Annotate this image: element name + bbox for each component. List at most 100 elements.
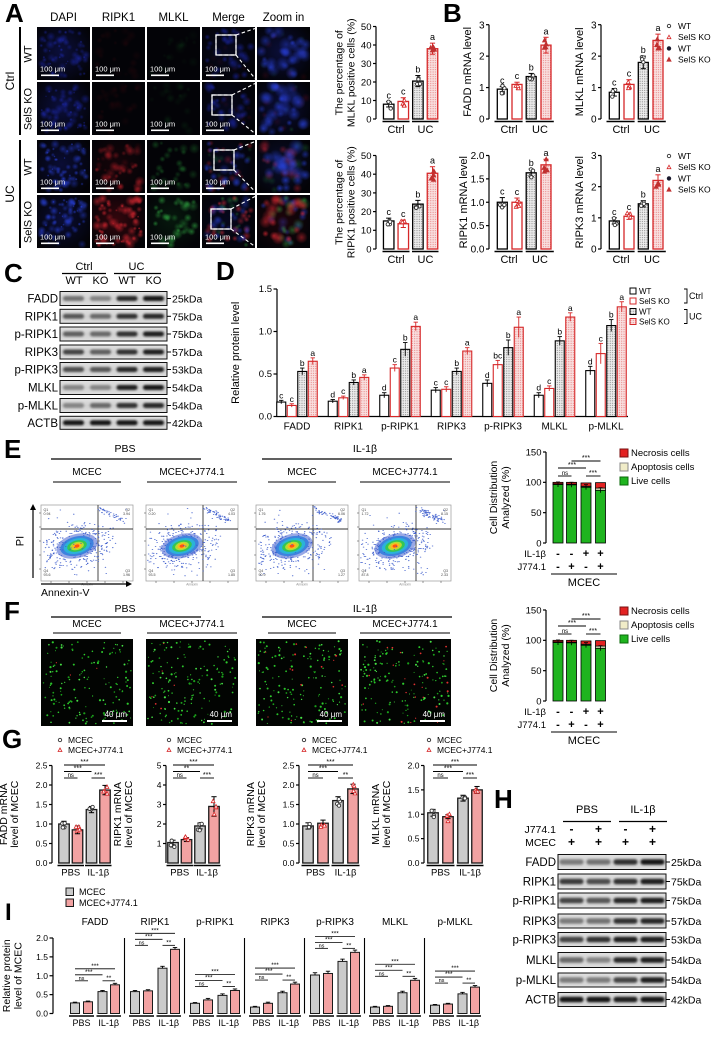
svg-text:b: b — [609, 310, 614, 320]
svg-text:50: 50 — [531, 666, 542, 677]
svg-text:40 μm: 40 μm — [423, 710, 446, 719]
svg-text:100 μm: 100 μm — [95, 65, 120, 74]
svg-text:WT: WT — [678, 21, 691, 31]
svg-text:4: 4 — [157, 780, 162, 790]
svg-text:0.0: 0.0 — [408, 858, 420, 868]
svg-text:1: 1 — [157, 839, 162, 849]
svg-text:0.5: 0.5 — [36, 839, 48, 849]
svg-text:b: b — [641, 190, 646, 200]
svg-text:30: 30 — [361, 188, 372, 199]
svg-text:Ctrl: Ctrl — [612, 254, 629, 266]
svg-text:***: *** — [385, 964, 393, 971]
svg-text:Cell Distribution: Cell Distribution — [488, 619, 500, 693]
svg-text:ns: ns — [259, 975, 265, 981]
svg-text:54kDa: 54kDa — [172, 401, 203, 413]
svg-text:***: *** — [271, 962, 279, 969]
svg-text:WT: WT — [639, 287, 652, 296]
svg-text:IL-1β: IL-1β — [98, 1018, 119, 1028]
svg-text:Ctrl: Ctrl — [387, 254, 404, 266]
svg-text:54kDa: 54kDa — [172, 383, 203, 395]
svg-text:p-RIPK3: p-RIPK3 — [316, 917, 354, 928]
svg-text:***: *** — [445, 971, 453, 978]
svg-text:p-MLKL: p-MLKL — [18, 401, 59, 413]
svg-text:ns: ns — [379, 971, 385, 977]
svg-text:0: 0 — [591, 245, 597, 256]
svg-text:d: d — [536, 383, 541, 393]
svg-text:MCEC: MCEC — [437, 735, 462, 745]
svg-text:J774.1: J774.1 — [517, 720, 546, 731]
svg-text:PBS: PBS — [132, 1018, 150, 1028]
svg-text:+: + — [568, 561, 574, 573]
svg-text:***: *** — [203, 772, 211, 779]
svg-text:Q1: Q1 — [149, 508, 154, 512]
svg-text:-: - — [624, 822, 628, 836]
svg-text:***: *** — [74, 766, 82, 773]
svg-text:20: 20 — [361, 207, 372, 218]
svg-text:10: 10 — [361, 226, 372, 237]
svg-text:c: c — [279, 390, 284, 400]
svg-text:2: 2 — [591, 52, 597, 63]
svg-text:0: 0 — [366, 244, 371, 255]
svg-text:0: 0 — [479, 115, 485, 126]
svg-text:2.0: 2.0 — [283, 780, 295, 790]
svg-text:PBS: PBS — [432, 1018, 450, 1028]
svg-text:UC: UC — [418, 254, 434, 266]
svg-text:UC: UC — [532, 254, 548, 266]
svg-text:1.0: 1.0 — [283, 819, 295, 829]
svg-text:2.0: 2.0 — [36, 933, 48, 943]
svg-text:***: *** — [568, 620, 576, 627]
svg-text:bc: bc — [493, 350, 503, 360]
svg-text:Q3: Q3 — [443, 569, 448, 573]
svg-text:ns: ns — [562, 471, 568, 477]
svg-text:IL-1β: IL-1β — [398, 1018, 419, 1028]
svg-text:5: 5 — [157, 761, 162, 771]
svg-text:d: d — [382, 383, 387, 393]
svg-text:b: b — [641, 45, 646, 55]
svg-text:0.5: 0.5 — [283, 839, 295, 849]
svg-text:2.5: 2.5 — [283, 761, 295, 771]
svg-text:42kDa: 42kDa — [671, 995, 702, 1007]
svg-text:1.0: 1.0 — [408, 809, 420, 819]
svg-text:0: 0 — [536, 538, 541, 549]
svg-text:**: ** — [346, 942, 352, 949]
svg-text:**: ** — [106, 975, 112, 982]
svg-text:-: - — [556, 719, 560, 731]
svg-text:level of MCEC: level of MCEC — [13, 942, 25, 1010]
svg-text:c: c — [515, 71, 520, 81]
svg-text:Relative protein level: Relative protein level — [230, 302, 242, 404]
svg-text:b: b — [300, 358, 305, 368]
svg-text:+: + — [597, 561, 603, 573]
svg-text:100 μm: 100 μm — [40, 65, 65, 74]
svg-text:p-MLKL: p-MLKL — [437, 917, 472, 928]
svg-text:a: a — [310, 348, 315, 358]
svg-text:c: c — [612, 78, 617, 88]
svg-text:UC: UC — [689, 312, 702, 322]
svg-text:***: *** — [319, 766, 327, 773]
svg-text:54kDa: 54kDa — [671, 975, 702, 987]
svg-text:0.0: 0.0 — [36, 1009, 48, 1019]
svg-text:d: d — [485, 370, 490, 380]
svg-text:p-RIPK3: p-RIPK3 — [484, 422, 522, 433]
svg-text:25kDa: 25kDa — [671, 857, 702, 869]
svg-text:ns: ns — [562, 629, 568, 635]
svg-text:***: *** — [325, 936, 333, 943]
svg-text:MLKL mRNA: MLKL mRNA — [370, 784, 382, 845]
svg-text:RIPK3 mRNA level: RIPK3 mRNA level — [574, 156, 586, 248]
svg-text:-: - — [584, 719, 588, 731]
svg-text:**: ** — [286, 974, 292, 981]
svg-text:Ctrl: Ctrl — [689, 291, 703, 301]
svg-text:87.8: 87.8 — [362, 573, 369, 577]
svg-text:Q1: Q1 — [259, 508, 264, 512]
svg-text:d: d — [588, 356, 593, 366]
svg-text:***: *** — [265, 968, 273, 975]
svg-text:Relative protein: Relative protein — [1, 939, 13, 1012]
svg-text:Live cells: Live cells — [631, 634, 670, 645]
svg-text:100 μm: 100 μm — [205, 233, 230, 242]
svg-text:57kDa: 57kDa — [671, 916, 702, 928]
svg-text:50: 50 — [361, 22, 372, 33]
svg-text:***: *** — [94, 772, 102, 779]
svg-text:UC: UC — [532, 124, 548, 136]
svg-text:1.5: 1.5 — [408, 785, 420, 795]
svg-text:Q4: Q4 — [259, 569, 264, 573]
svg-text:MCEC: MCEC — [312, 735, 337, 745]
